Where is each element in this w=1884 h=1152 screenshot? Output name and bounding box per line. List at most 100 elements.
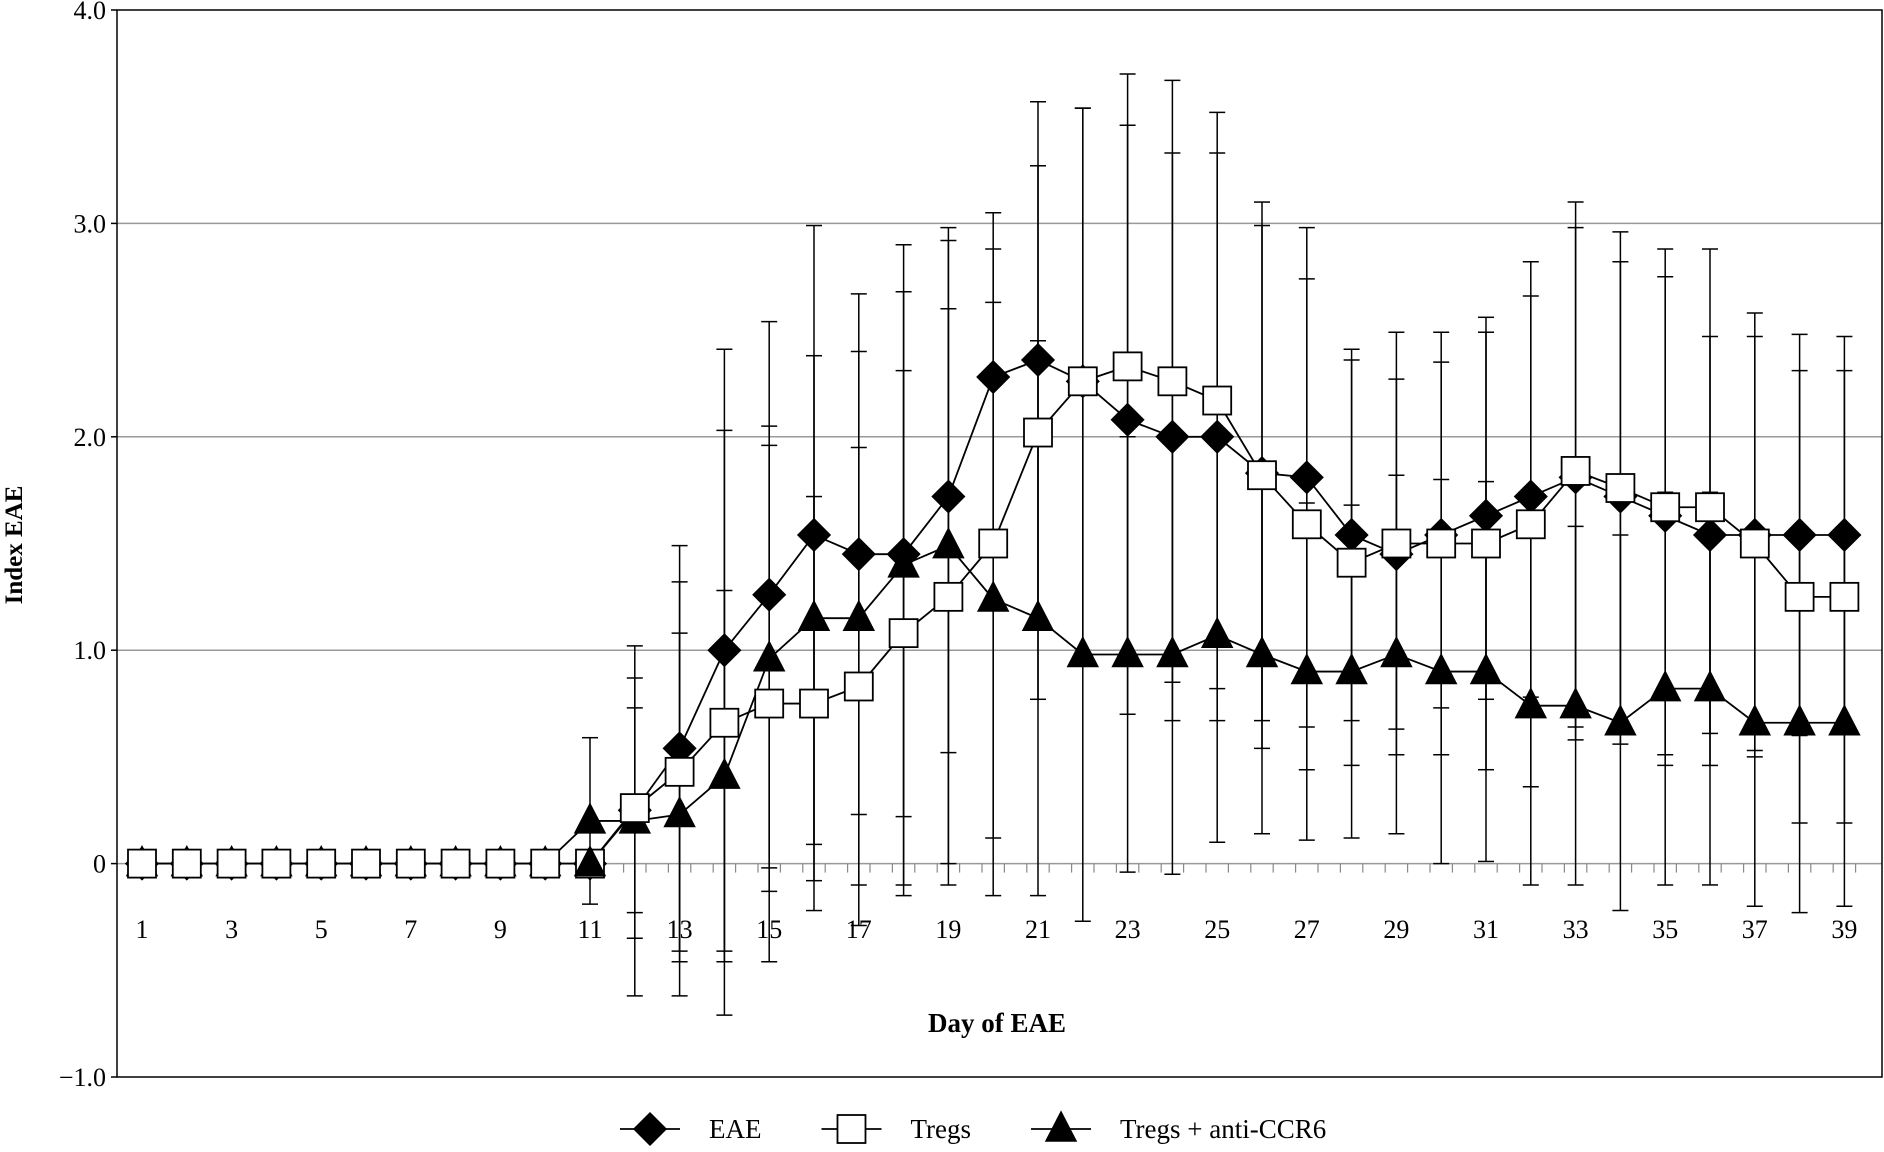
marker-tregs-anti-ccr6 <box>1828 704 1861 736</box>
marker-tregs <box>351 848 381 879</box>
marker-tregs-anti-ccr6 <box>1200 616 1234 649</box>
x-tick-label: 25 <box>1204 915 1230 944</box>
legend-marker-tregs <box>836 1114 867 1144</box>
marker-tregs <box>395 848 426 879</box>
marker-tregs <box>530 848 561 879</box>
marker-eae <box>1334 517 1369 553</box>
marker-tregs-anti-ccr6 <box>1424 652 1458 685</box>
x-tick-label: 19 <box>935 915 961 944</box>
x-tick-label: 33 <box>1563 915 1589 944</box>
marker-eae <box>886 537 921 572</box>
error-bars <box>582 73 1853 1016</box>
marker-tregs-anti-ccr6 <box>1290 652 1324 685</box>
marker-tregs-anti-ccr6 <box>1335 652 1368 685</box>
marker-eae <box>1289 460 1324 495</box>
marker-eae <box>1468 498 1504 533</box>
marker-tregs <box>1426 528 1457 559</box>
marker-tregs <box>1067 366 1098 397</box>
x-tick-label: 13 <box>667 915 693 944</box>
marker-tregs <box>754 688 785 719</box>
marker-eae <box>796 517 832 553</box>
marker-eae <box>1692 517 1728 553</box>
legend: EAE Tregs Tregs + anti-CCR6 <box>620 1110 1326 1147</box>
series-markers <box>124 342 1862 881</box>
marker-eae <box>1155 419 1190 454</box>
marker-tregs <box>485 848 516 879</box>
x-tick-label: 9 <box>494 915 507 944</box>
x-tick-label: 21 <box>1025 915 1051 944</box>
x-axis-title: Day of EAE <box>928 1008 1066 1038</box>
marker-tregs <box>1112 351 1143 382</box>
y-tick-label: 2.0 <box>74 423 107 452</box>
marker-eae <box>707 633 742 668</box>
marker-tregs <box>306 848 337 879</box>
marker-tregs <box>933 581 964 612</box>
marker-tregs-anti-ccr6 <box>1066 635 1100 668</box>
marker-eae <box>931 479 966 514</box>
y-tick-label: 3.0 <box>74 209 107 238</box>
marker-tregs-anti-ccr6 <box>1559 687 1592 719</box>
marker-tregs-anti-ccr6 <box>1514 687 1548 719</box>
marker-tregs-anti-ccr6 <box>1469 652 1503 685</box>
marker-tregs-anti-ccr6 <box>752 640 786 672</box>
x-tick-label: 7 <box>404 915 417 944</box>
marker-tregs-anti-ccr6 <box>976 580 1010 612</box>
x-tick-label: 1 <box>136 915 149 944</box>
legend-label-tregs: Tregs <box>910 1114 971 1144</box>
marker-tregs-anti-ccr6 <box>842 599 876 631</box>
marker-tregs <box>1157 366 1188 397</box>
marker-tregs-anti-ccr6 <box>708 757 741 789</box>
grid <box>117 222 1882 865</box>
y-tick-label: 1.0 <box>74 636 107 665</box>
marker-tregs <box>709 707 740 738</box>
marker-eae <box>1200 419 1235 454</box>
marker-tregs <box>664 756 695 787</box>
marker-tregs <box>440 848 471 879</box>
legend-label-eae: EAE <box>709 1114 761 1144</box>
marker-tregs <box>1515 509 1546 540</box>
marker-eae <box>752 577 787 612</box>
marker-tregs <box>1471 528 1501 559</box>
x-tick-label: 23 <box>1115 915 1141 944</box>
marker-tregs-anti-ccr6 <box>1021 599 1055 631</box>
y-tick-label: −1.0 <box>59 1063 106 1092</box>
x-tick-label: 29 <box>1383 915 1409 944</box>
marker-eae <box>1513 479 1548 514</box>
marker-tregs <box>1336 547 1367 578</box>
legend-marker-tregs-anti-ccr6 <box>1044 1110 1078 1142</box>
x-tick-label: 15 <box>756 915 782 944</box>
x-tick-label: 35 <box>1652 915 1678 944</box>
x-tick-label: 27 <box>1294 915 1320 944</box>
y-tick-label: 0 <box>93 850 106 879</box>
marker-tregs-anti-ccr6 <box>932 527 965 559</box>
marker-eae <box>976 359 1011 395</box>
plot-frame <box>116 9 1883 1078</box>
marker-tregs-anti-ccr6 <box>1245 635 1279 668</box>
marker-tregs-anti-ccr6 <box>573 844 607 877</box>
x-tick-label: 3 <box>225 915 238 944</box>
x-tick-label: 37 <box>1742 915 1768 944</box>
marker-tregs-anti-ccr6 <box>573 802 607 834</box>
x-tick-label: 39 <box>1831 915 1857 944</box>
marker-eae <box>1110 402 1145 437</box>
x-tick-label: 5 <box>315 915 328 944</box>
legend-marker-eae <box>632 1111 668 1147</box>
marker-eae <box>841 537 876 572</box>
marker-tregs <box>1695 492 1725 523</box>
marker-tregs-anti-ccr6 <box>1604 704 1637 736</box>
marker-tregs-anti-ccr6 <box>1156 635 1189 668</box>
marker-tregs-anti-ccr6 <box>663 795 696 828</box>
marker-tregs <box>1381 528 1412 559</box>
marker-eae <box>1020 342 1056 378</box>
x-tick-label: 31 <box>1473 915 1499 944</box>
y-tick-labels: −1.0 0 1.0 2.0 3.0 4.0 <box>59 0 117 1092</box>
marker-tregs <box>843 671 874 702</box>
marker-tregs <box>1784 581 1815 612</box>
marker-tregs <box>888 618 919 649</box>
marker-tregs <box>171 848 202 879</box>
y-tick-label: 4.0 <box>74 0 107 25</box>
marker-tregs <box>127 848 157 879</box>
x-tick-labels: 1 3 5 7 9 11 13 15 17 19 21 23 25 27 29 31 33 35 37 39 <box>136 915 1858 944</box>
marker-eae <box>1827 517 1862 553</box>
